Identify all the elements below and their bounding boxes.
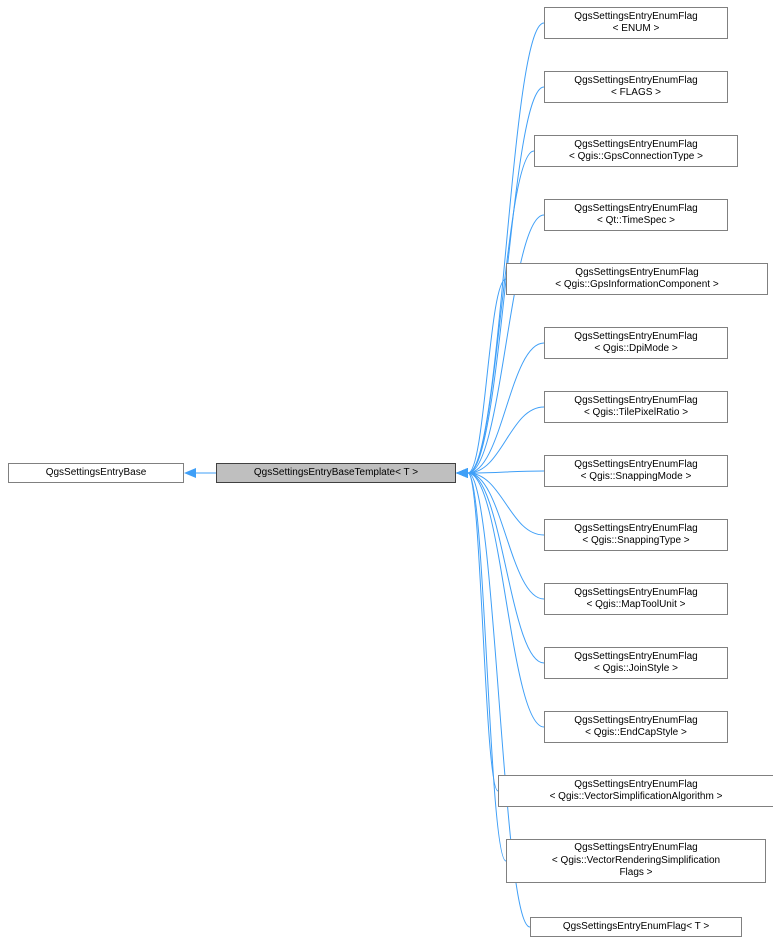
inheritance-arrowhead bbox=[456, 468, 468, 478]
class-node-label: < Qgis::GpsConnectionType > bbox=[569, 151, 703, 164]
class-node-label: QgsSettingsEntryEnumFlag bbox=[574, 11, 697, 24]
inheritance-edge bbox=[468, 407, 544, 473]
inheritance-edge bbox=[468, 473, 544, 663]
class-node-n_flags[interactable]: QgsSettingsEntryEnumFlag< FLAGS > bbox=[544, 71, 728, 103]
class-node-label: < Qgis::MapToolUnit > bbox=[587, 599, 686, 612]
class-node-label: < Qt::TimeSpec > bbox=[597, 215, 675, 228]
class-node-label: < Qgis::VectorSimplificationAlgorithm > bbox=[550, 791, 723, 804]
inheritance-arrowhead bbox=[456, 468, 468, 478]
class-node-label: QgsSettingsEntryEnumFlag bbox=[574, 587, 697, 600]
inheritance-edge bbox=[468, 23, 544, 473]
inheritance-arrowhead bbox=[456, 468, 468, 478]
class-node-tmpl[interactable]: QgsSettingsEntryBaseTemplate< T > bbox=[216, 463, 456, 483]
inheritance-edge bbox=[468, 343, 544, 473]
class-node-label: QgsSettingsEntryBaseTemplate< T > bbox=[254, 467, 418, 480]
class-node-n_enum[interactable]: QgsSettingsEntryEnumFlag< ENUM > bbox=[544, 7, 728, 39]
class-node-label: < Qgis::JoinStyle > bbox=[594, 663, 678, 676]
class-node-label: < Qgis::DpiMode > bbox=[594, 343, 677, 356]
class-node-label: < ENUM > bbox=[613, 23, 660, 36]
class-node-label: QgsSettingsEntryEnumFlag bbox=[574, 842, 697, 855]
class-node-label: QgsSettingsEntryEnumFlag bbox=[574, 203, 697, 216]
inheritance-arrowhead bbox=[184, 468, 196, 478]
class-node-label: < Qgis::SnappingMode > bbox=[581, 471, 692, 484]
inheritance-edge bbox=[468, 473, 544, 599]
inheritance-arrowhead bbox=[456, 468, 468, 478]
class-node-label: < Qgis::VectorRenderingSimplification bbox=[552, 855, 720, 868]
class-node-n_endcap[interactable]: QgsSettingsEntryEnumFlag< Qgis::EndCapSt… bbox=[544, 711, 728, 743]
inheritance-edge bbox=[468, 473, 544, 727]
class-node-label: < Qgis::EndCapStyle > bbox=[585, 727, 687, 740]
class-node-n_vsa[interactable]: QgsSettingsEntryEnumFlag< Qgis::VectorSi… bbox=[498, 775, 773, 807]
inheritance-edge bbox=[468, 215, 544, 473]
inheritance-arrowhead bbox=[456, 468, 468, 478]
inheritance-edge bbox=[468, 473, 544, 535]
inheritance-arrowhead bbox=[456, 468, 468, 478]
class-node-n_dpi[interactable]: QgsSettingsEntryEnumFlag< Qgis::DpiMode … bbox=[544, 327, 728, 359]
inheritance-arrowhead bbox=[456, 468, 468, 478]
class-node-n_tpr[interactable]: QgsSettingsEntryEnumFlag< Qgis::TilePixe… bbox=[544, 391, 728, 423]
class-node-n_vrsf[interactable]: QgsSettingsEntryEnumFlag< Qgis::VectorRe… bbox=[506, 839, 766, 883]
class-node-label: QgsSettingsEntryEnumFlag bbox=[574, 779, 697, 792]
class-node-n_snapt[interactable]: QgsSettingsEntryEnumFlag< Qgis::Snapping… bbox=[544, 519, 728, 551]
class-node-label: QgsSettingsEntryEnumFlag bbox=[575, 267, 698, 280]
inheritance-edge bbox=[468, 151, 534, 473]
class-node-label: QgsSettingsEntryEnumFlag bbox=[574, 523, 697, 536]
class-node-label: < FLAGS > bbox=[611, 87, 661, 100]
class-node-n_gpsic[interactable]: QgsSettingsEntryEnumFlag< Qgis::GpsInfor… bbox=[506, 263, 768, 295]
diagram-canvas: QgsSettingsEntryBase QgsSettingsEntryBase… bbox=[0, 0, 773, 947]
class-node-label: QgsSettingsEntryEnumFlag bbox=[574, 459, 697, 472]
class-node-label: QgsSettingsEntryEnumFlag bbox=[574, 395, 697, 408]
class-node-n_snapm[interactable]: QgsSettingsEntryEnumFlag< Qgis::Snapping… bbox=[544, 455, 728, 487]
inheritance-arrowhead bbox=[456, 468, 468, 478]
inheritance-edge bbox=[468, 471, 544, 473]
class-node-n_tspec[interactable]: QgsSettingsEntryEnumFlag< Qt::TimeSpec > bbox=[544, 199, 728, 231]
inheritance-arrowhead bbox=[456, 468, 468, 478]
class-node-n_join[interactable]: QgsSettingsEntryEnumFlag< Qgis::JoinStyl… bbox=[544, 647, 728, 679]
class-node-n_gpsct[interactable]: QgsSettingsEntryEnumFlag< Qgis::GpsConne… bbox=[534, 135, 738, 167]
class-node-label: QgsSettingsEntryBase bbox=[46, 467, 147, 480]
class-node-label: QgsSettingsEntryEnumFlag bbox=[574, 651, 697, 664]
class-node-label: < Qgis::TilePixelRatio > bbox=[584, 407, 688, 420]
inheritance-edge bbox=[468, 473, 498, 791]
class-node-label: QgsSettingsEntryEnumFlag bbox=[574, 331, 697, 344]
class-node-label: QgsSettingsEntryEnumFlag< T > bbox=[563, 921, 709, 934]
inheritance-arrowhead bbox=[456, 468, 468, 478]
class-node-n_eft[interactable]: QgsSettingsEntryEnumFlag< T > bbox=[530, 917, 742, 937]
inheritance-arrowhead bbox=[456, 468, 468, 478]
class-node-label: < Qgis::GpsInformationComponent > bbox=[555, 279, 718, 292]
class-node-label: < Qgis::SnappingType > bbox=[582, 535, 689, 548]
class-node-label: QgsSettingsEntryEnumFlag bbox=[574, 75, 697, 88]
inheritance-arrowhead bbox=[456, 468, 468, 478]
inheritance-arrowhead bbox=[456, 468, 468, 478]
class-node-label: QgsSettingsEntryEnumFlag bbox=[574, 715, 697, 728]
class-node-base[interactable]: QgsSettingsEntryBase bbox=[8, 463, 184, 483]
inheritance-arrowhead bbox=[456, 468, 468, 478]
class-node-label: Flags > bbox=[619, 867, 652, 880]
inheritance-arrowhead bbox=[456, 468, 468, 478]
class-node-n_mtu[interactable]: QgsSettingsEntryEnumFlag< Qgis::MapToolU… bbox=[544, 583, 728, 615]
class-node-label: QgsSettingsEntryEnumFlag bbox=[574, 139, 697, 152]
inheritance-edge bbox=[468, 279, 506, 473]
